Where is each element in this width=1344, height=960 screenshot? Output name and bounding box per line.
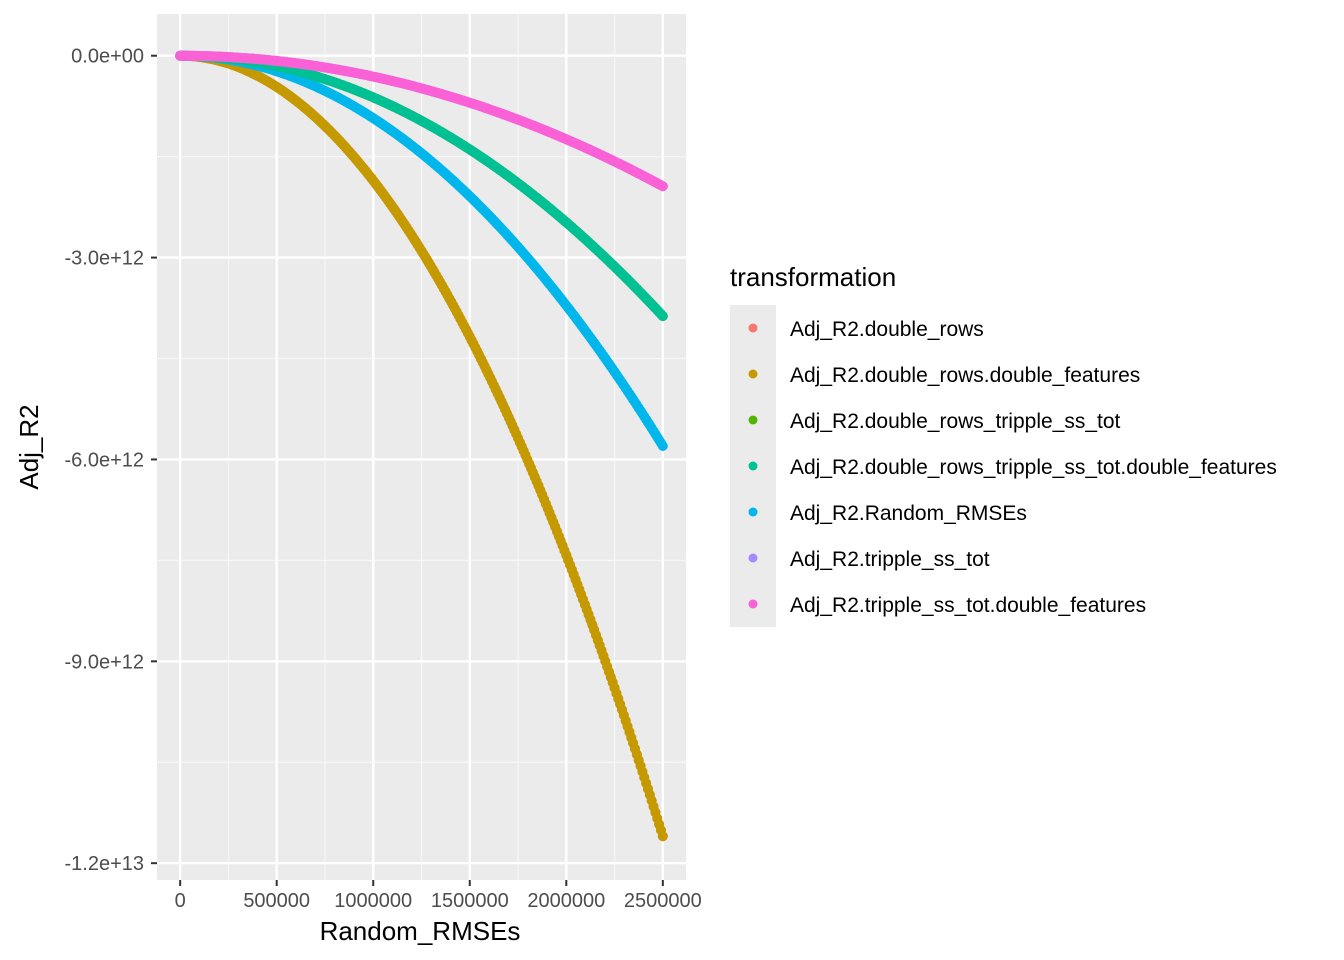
legend: transformation Adj_R2.double_rowsAdj_R2.… [730, 262, 1277, 627]
x-tick-labels: 0 500000 1000000 1500000 2000000 2500000 [175, 890, 702, 912]
legend-key-Adj_R2.double_rows.double_features [748, 369, 758, 379]
x-tick-label: 2000000 [527, 890, 605, 912]
data-point [657, 831, 668, 842]
data-point [657, 311, 668, 322]
y-tick-label: -1.2e+13 [64, 853, 144, 875]
x-tick-label: 2500000 [624, 890, 702, 912]
series-Adj_R2.Random_RMSEs [175, 50, 668, 451]
x-tick-label: 0 [175, 890, 186, 912]
legend-key-Adj_R2.double_rows_tripple_ss_tot [748, 415, 758, 425]
data-point [657, 181, 668, 192]
legend-key-Adj_R2.double_rows_tripple_ss_tot.double_features [748, 461, 758, 471]
legend-label: Adj_R2.tripple_ss_tot.double_features [790, 594, 1146, 617]
legend-label: Adj_R2.double_rows_tripple_ss_tot [790, 410, 1121, 433]
y-tick-label: -9.0e+12 [64, 651, 144, 673]
y-tick-label: 0.0e+00 [71, 46, 144, 68]
x-tick-label: 500000 [243, 890, 310, 912]
y-tick-label: -3.0e+12 [64, 248, 144, 270]
legend-key-Adj_R2.tripple_ss_tot [748, 553, 758, 563]
legend-label: Adj_R2.double_rows.double_features [790, 364, 1140, 387]
data-point [657, 440, 668, 451]
y-axis-title: Adj_R2 [14, 404, 44, 489]
x-tick-label: 1000000 [334, 890, 412, 912]
y-tick-labels: 0.0e+00 -3.0e+12 -6.0e+12 -9.0e+12 -1.2e+13 [64, 46, 144, 875]
legend-label: Adj_R2.double_rows_tripple_ss_tot.double… [790, 456, 1277, 479]
x-tick-label: 1500000 [431, 890, 509, 912]
legend-title: transformation [730, 262, 896, 292]
axis-ticks [151, 54, 664, 886]
legend-label: Adj_R2.tripple_ss_tot [790, 548, 990, 571]
legend-key-Adj_R2.Random_RMSEs [748, 507, 758, 517]
legend-items: Adj_R2.double_rows Adj_R2.double_rows.dou… [748, 318, 1277, 617]
legend-label: Adj_R2.Random_RMSEs [790, 502, 1027, 525]
legend-key-Adj_R2.double_rows [748, 323, 758, 333]
y-tick-label: -6.0e+12 [64, 449, 144, 471]
legend-key-Adj_R2.tripple_ss_tot.double_features [748, 599, 758, 609]
legend-label: Adj_R2.double_rows [790, 318, 984, 341]
series-Adj_R2.tripple_ss_tot.double_features [175, 50, 668, 192]
x-axis-title: Random_RMSEs [320, 916, 521, 946]
series-layer [175, 50, 668, 842]
